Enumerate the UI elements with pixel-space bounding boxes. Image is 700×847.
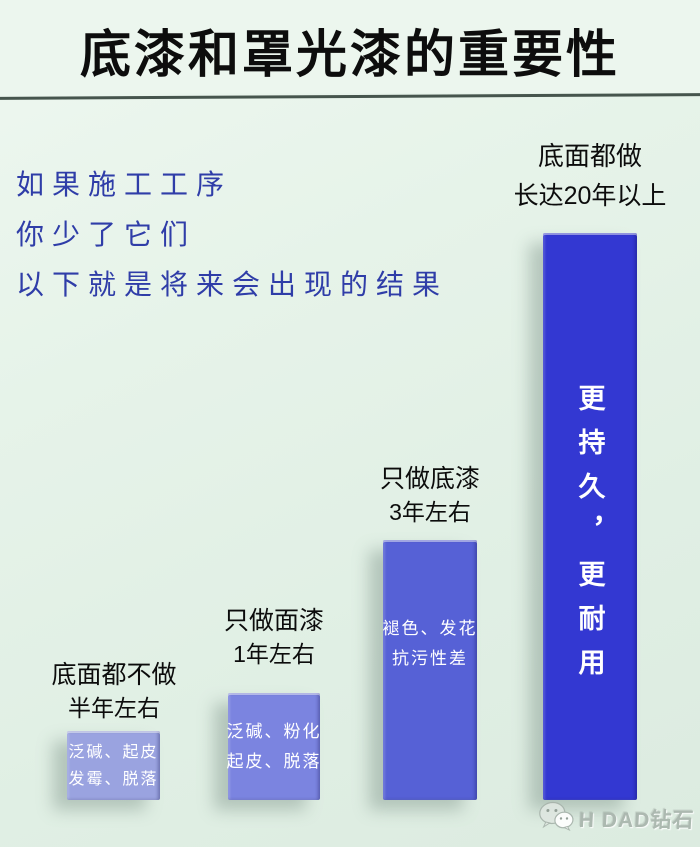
bar-topcoat-only: 泛碱、粉化 起皮、脱落 xyxy=(227,693,322,800)
bar-label-group-both-done: 底面都做 长达20年以上 xyxy=(490,136,690,216)
bar-both-done: 更持久，更耐用 xyxy=(543,233,637,800)
bar-label-group-topcoat-only: 只做面漆 1年左右 xyxy=(174,604,374,671)
intro-line-3: 以下就是将来会出现的结果 xyxy=(16,269,449,300)
intro-text: 如果施工工序 你少了它们 以下就是将来会出现的结果 xyxy=(16,160,448,310)
bar-benefit-vertical-text: 更持久，更耐用 xyxy=(574,383,605,692)
watermark-brand: H DAD钻石 xyxy=(577,808,695,832)
consequence-line: 起皮、脱落 xyxy=(226,751,322,771)
bar-category-label: 底面都做 xyxy=(537,141,642,171)
intro-line-1: 如果施工工序 xyxy=(16,169,233,200)
consequence-line: 泛碱、起皮 xyxy=(68,743,159,761)
bar-category-label: 只做面漆 xyxy=(223,607,324,635)
bar-duration-label: 长达20年以上 xyxy=(513,182,667,210)
bar-label-group-none-done: 底面都不做 半年左右 xyxy=(14,658,214,725)
watermark: H DAD钻石 xyxy=(537,801,695,836)
bar-consequences-text: 泛碱、粉化 起皮、脱落 xyxy=(227,717,322,777)
bar-primer-only: 褪色、发花 抗污性差 xyxy=(383,540,477,800)
bar-label-group-primer-only: 只做底漆 3年左右 xyxy=(330,462,530,529)
bar-category-label: 只做底漆 xyxy=(379,465,480,493)
bar-consequences-text: 泛碱、起皮 发霉、脱落 xyxy=(68,739,158,793)
bar-duration-label: 1年左右 xyxy=(233,641,315,667)
page-title: 底漆和罩光漆的重要性 xyxy=(79,26,620,83)
bar-none-done: 泛碱、起皮 发霉、脱落 xyxy=(67,731,160,800)
bar-category-label: 底面都不做 xyxy=(51,661,177,689)
header-band xyxy=(0,0,700,93)
consequence-line: 泛碱、粉化 xyxy=(226,721,322,741)
bar-duration-label: 3年左右 xyxy=(389,499,471,525)
wechat-icon xyxy=(537,801,575,836)
consequence-line: 发霉、脱落 xyxy=(68,770,159,788)
bar-duration-label: 半年左右 xyxy=(68,695,160,721)
consequence-line: 褪色、发花 xyxy=(382,619,478,638)
intro-line-2: 你少了它们 xyxy=(16,219,197,250)
consequence-line: 抗污性差 xyxy=(392,649,468,668)
bar-consequences-text: 褪色、发花 抗污性差 xyxy=(383,614,478,674)
title-divider xyxy=(0,93,700,100)
